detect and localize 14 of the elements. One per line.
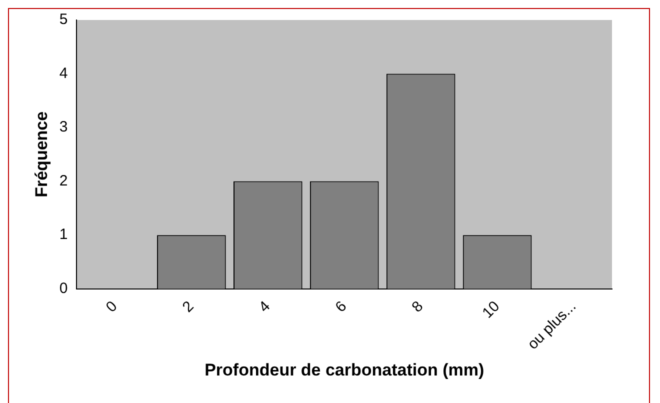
y-axis-title: Fréquence <box>32 111 51 198</box>
x-tick-label: 0 <box>102 298 121 316</box>
y-tick-label: 0 <box>59 280 68 297</box>
x-axis-title: Profondeur de carbonatation (mm) <box>204 360 484 380</box>
x-tick-label: 10 <box>479 298 504 322</box>
x-tick-label: 6 <box>332 298 350 316</box>
y-tick-label: 5 <box>59 11 68 28</box>
y-tick-label: 3 <box>59 118 68 136</box>
y-tick-label: 1 <box>59 226 68 244</box>
y-tick-label: 4 <box>59 64 68 82</box>
x-tick-label: 8 <box>408 298 427 316</box>
y-tick-label: 2 <box>59 172 68 190</box>
x-tick-label: 4 <box>256 298 274 316</box>
x-tick-label: 2 <box>179 298 198 316</box>
